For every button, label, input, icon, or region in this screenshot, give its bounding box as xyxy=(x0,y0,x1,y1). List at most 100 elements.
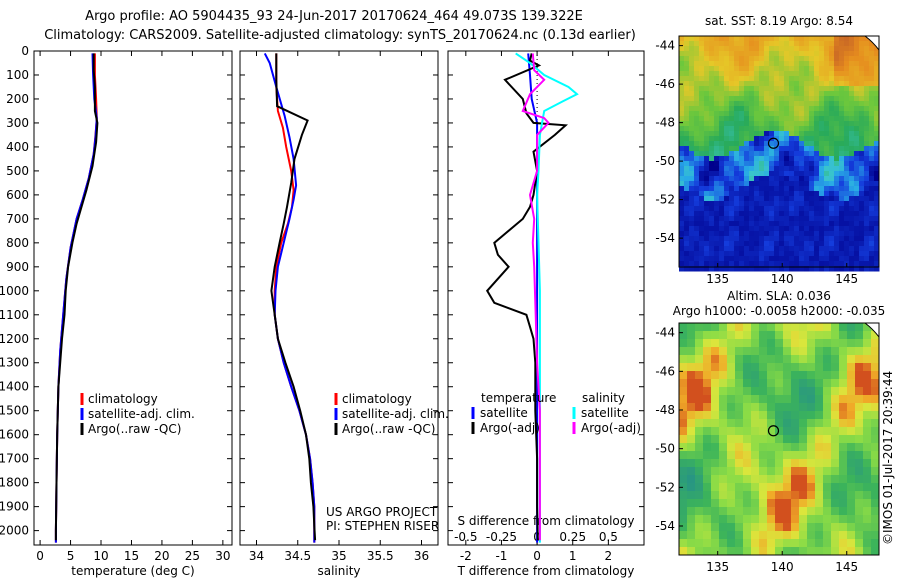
map-cell xyxy=(855,539,864,548)
map-cell xyxy=(784,131,790,137)
map-cell xyxy=(744,196,750,202)
map-cell xyxy=(804,166,810,172)
map-cell xyxy=(824,61,830,67)
map-cell xyxy=(774,201,780,207)
map-cell xyxy=(823,419,832,428)
map-cell xyxy=(874,191,880,197)
sst-map-title: sat. SST: 8.19 Argo: 8.54 xyxy=(705,14,853,28)
map-cell xyxy=(819,151,825,157)
map-cell xyxy=(779,131,785,137)
map-cell xyxy=(744,191,750,197)
map-cell xyxy=(744,151,750,157)
map-cell xyxy=(749,116,755,122)
map-cell xyxy=(814,261,820,267)
lat-tick-label: -48 xyxy=(655,116,675,130)
map-cell xyxy=(744,146,750,152)
map-cell xyxy=(687,411,696,420)
map-cell xyxy=(814,251,820,257)
map-cell xyxy=(789,231,795,237)
map-cell xyxy=(839,71,845,77)
map-cell xyxy=(864,221,870,227)
lat-tick-label: -48 xyxy=(655,403,675,417)
map-cell xyxy=(744,231,750,237)
map-cell xyxy=(724,91,730,97)
map-cell xyxy=(839,531,848,540)
map-cell xyxy=(719,261,725,267)
map-cell xyxy=(764,166,770,172)
map-cell xyxy=(735,459,744,468)
map-cell xyxy=(799,266,805,272)
map-cell xyxy=(767,371,776,380)
map-cell xyxy=(809,166,815,172)
map-cell xyxy=(735,523,744,532)
map-cell xyxy=(789,136,795,142)
series-line-1-1 xyxy=(263,52,316,543)
map-cell xyxy=(799,81,805,87)
map-cell xyxy=(859,101,865,107)
map-cell xyxy=(799,141,805,147)
map-cell xyxy=(719,66,725,72)
map-cell xyxy=(727,323,736,332)
map-cell xyxy=(739,126,745,132)
map-cell xyxy=(864,161,870,167)
map-cell xyxy=(869,81,875,87)
map-cell xyxy=(849,106,855,112)
map-cell xyxy=(729,151,735,157)
map-cell xyxy=(839,261,845,267)
map-cell xyxy=(744,221,750,227)
map-cell xyxy=(807,467,816,476)
map-cell xyxy=(839,339,848,348)
map-cell xyxy=(714,216,720,222)
series-line-1-0 xyxy=(273,53,316,543)
map-cell xyxy=(744,261,750,267)
map-cell xyxy=(767,379,776,388)
map-cell xyxy=(871,331,880,340)
map-cell xyxy=(734,131,740,137)
map-cell xyxy=(874,106,880,112)
map-cell xyxy=(754,221,760,227)
map-cell xyxy=(844,111,850,117)
map-cell xyxy=(839,151,845,157)
map-cell xyxy=(849,251,855,257)
map-cell xyxy=(704,221,710,227)
map-cell xyxy=(694,76,700,82)
map-cell xyxy=(814,91,820,97)
map-cell xyxy=(735,371,744,380)
map-cell xyxy=(799,231,805,237)
map-cell xyxy=(784,236,790,242)
map-cell xyxy=(839,36,845,42)
map-cell xyxy=(769,251,775,257)
map-cell xyxy=(724,206,730,212)
map-cell xyxy=(794,111,800,117)
map-cell xyxy=(684,216,690,222)
map-cell xyxy=(684,96,690,102)
map-cell xyxy=(769,241,775,247)
map-cell xyxy=(784,216,790,222)
map-cell xyxy=(739,236,745,242)
map-cell xyxy=(804,181,810,187)
map-cell xyxy=(724,106,730,112)
map-cell xyxy=(859,121,865,127)
map-cell xyxy=(871,547,880,556)
map-cell xyxy=(849,111,855,117)
map-cell xyxy=(874,156,880,162)
map-cell xyxy=(729,156,735,162)
map-cell xyxy=(859,211,865,217)
map-cell xyxy=(791,531,800,540)
map-cell xyxy=(759,196,765,202)
map-cell xyxy=(744,121,750,127)
map-cell xyxy=(689,196,695,202)
map-cell xyxy=(859,236,865,242)
map-cell xyxy=(743,331,752,340)
map-cell xyxy=(859,216,865,222)
x-axis-label: temperature (deg C) xyxy=(71,564,194,578)
map-cell xyxy=(799,419,808,428)
legend-entry: Argo(..raw -QC) xyxy=(88,422,181,436)
map-cell xyxy=(779,256,785,262)
lat-tick-label: -52 xyxy=(655,193,675,207)
map-cell xyxy=(679,261,685,267)
map-cell xyxy=(804,71,810,77)
map-cell xyxy=(754,81,760,87)
map-cell xyxy=(839,131,845,137)
map-cell xyxy=(759,451,768,460)
